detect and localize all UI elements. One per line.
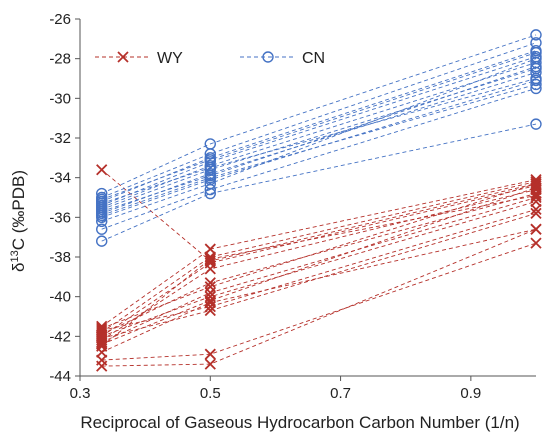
data-point xyxy=(530,177,542,190)
data-point xyxy=(204,253,216,265)
data-point xyxy=(96,223,108,235)
data-point xyxy=(96,164,108,176)
data-point xyxy=(204,348,216,360)
series-line xyxy=(101,208,537,331)
data-point xyxy=(204,300,216,313)
series-line xyxy=(101,185,537,337)
data-point xyxy=(96,235,108,247)
series-line xyxy=(101,56,537,206)
data-point xyxy=(530,207,542,220)
series-line xyxy=(101,193,537,335)
legend-marker xyxy=(262,51,274,63)
series-line xyxy=(101,181,537,333)
data-point xyxy=(530,74,542,87)
data-point xyxy=(204,281,216,293)
data-point xyxy=(204,187,216,200)
legend-label: CN xyxy=(302,50,325,67)
series-line xyxy=(101,42,537,198)
x-axis-title: Reciprocal of Gaseous Hydrocarbon Carbon… xyxy=(80,413,519,432)
y-tick-label: -36 xyxy=(49,209,71,226)
y-tick-label: -32 xyxy=(49,130,71,147)
data-point xyxy=(530,118,542,130)
data-point xyxy=(530,189,542,202)
y-tick-label: -28 xyxy=(49,51,71,68)
data-point xyxy=(530,66,542,79)
legend: WY CN xyxy=(95,50,325,67)
data-point xyxy=(96,340,108,352)
series-line xyxy=(101,197,537,343)
data-point xyxy=(96,193,108,206)
data-point xyxy=(530,78,542,91)
data-point xyxy=(204,169,216,182)
series-line xyxy=(101,228,537,353)
series-line xyxy=(101,195,537,347)
y-tick-label: -44 xyxy=(49,368,71,385)
y-tick-label: -30 xyxy=(49,90,71,107)
series-line xyxy=(101,78,537,204)
data-point xyxy=(530,237,542,249)
series-line xyxy=(101,169,537,262)
legend-label: WY xyxy=(157,50,183,67)
data-point xyxy=(530,29,542,41)
data-point xyxy=(530,223,542,235)
y-tick-label: -34 xyxy=(49,170,71,187)
series-line xyxy=(101,87,537,230)
x-tick-label: 0.7 xyxy=(330,385,351,402)
data-point xyxy=(530,203,542,216)
series-line xyxy=(101,34,537,194)
data-point xyxy=(204,277,216,289)
series-layer xyxy=(96,29,542,372)
data-point xyxy=(96,211,108,224)
data-point xyxy=(96,205,108,218)
data-point xyxy=(530,191,542,204)
legend-item-wy: WY xyxy=(95,50,183,67)
series-line xyxy=(101,183,537,329)
series-line xyxy=(101,50,537,202)
series-line xyxy=(101,62,537,208)
series-line xyxy=(101,66,537,212)
data-point xyxy=(530,52,542,65)
y-tick-label: -38 xyxy=(49,249,71,266)
y-tick-label: -40 xyxy=(49,289,71,306)
series-line xyxy=(101,68,537,210)
x-tick-label: 0.5 xyxy=(200,385,221,402)
y-tick-label: -42 xyxy=(49,328,71,345)
data-point xyxy=(96,360,108,372)
series-cn xyxy=(96,29,542,247)
data-point xyxy=(204,173,216,186)
data-point xyxy=(204,154,216,166)
data-point xyxy=(96,322,108,335)
plot-frame xyxy=(79,19,536,377)
data-point xyxy=(530,82,542,95)
series-line xyxy=(101,52,537,200)
tick-layer: -44 -42 -40 -38 -36 -34 -32 -30 -28 -26 0.3 0.5 0.7 0… xyxy=(49,11,481,402)
series-line xyxy=(101,72,537,214)
data-point xyxy=(96,197,108,210)
data-point xyxy=(204,358,216,370)
series-wy xyxy=(96,164,542,372)
series-line xyxy=(101,80,537,218)
series-line xyxy=(101,58,537,222)
legend-marker xyxy=(117,51,129,63)
x-tick-label: 0.9 xyxy=(460,385,481,402)
y-tick-label: -26 xyxy=(49,11,71,28)
data-point xyxy=(204,148,216,160)
data-point xyxy=(204,263,216,275)
data-point xyxy=(530,47,542,59)
data-point xyxy=(530,60,542,73)
series-line xyxy=(101,83,537,216)
series-line xyxy=(101,187,537,345)
data-point xyxy=(204,296,216,309)
legend-item-cn: CN xyxy=(240,50,325,67)
x-tick-label: 0.3 xyxy=(70,385,91,402)
y-axis-title: δ13C (‰PDB) xyxy=(9,170,28,272)
